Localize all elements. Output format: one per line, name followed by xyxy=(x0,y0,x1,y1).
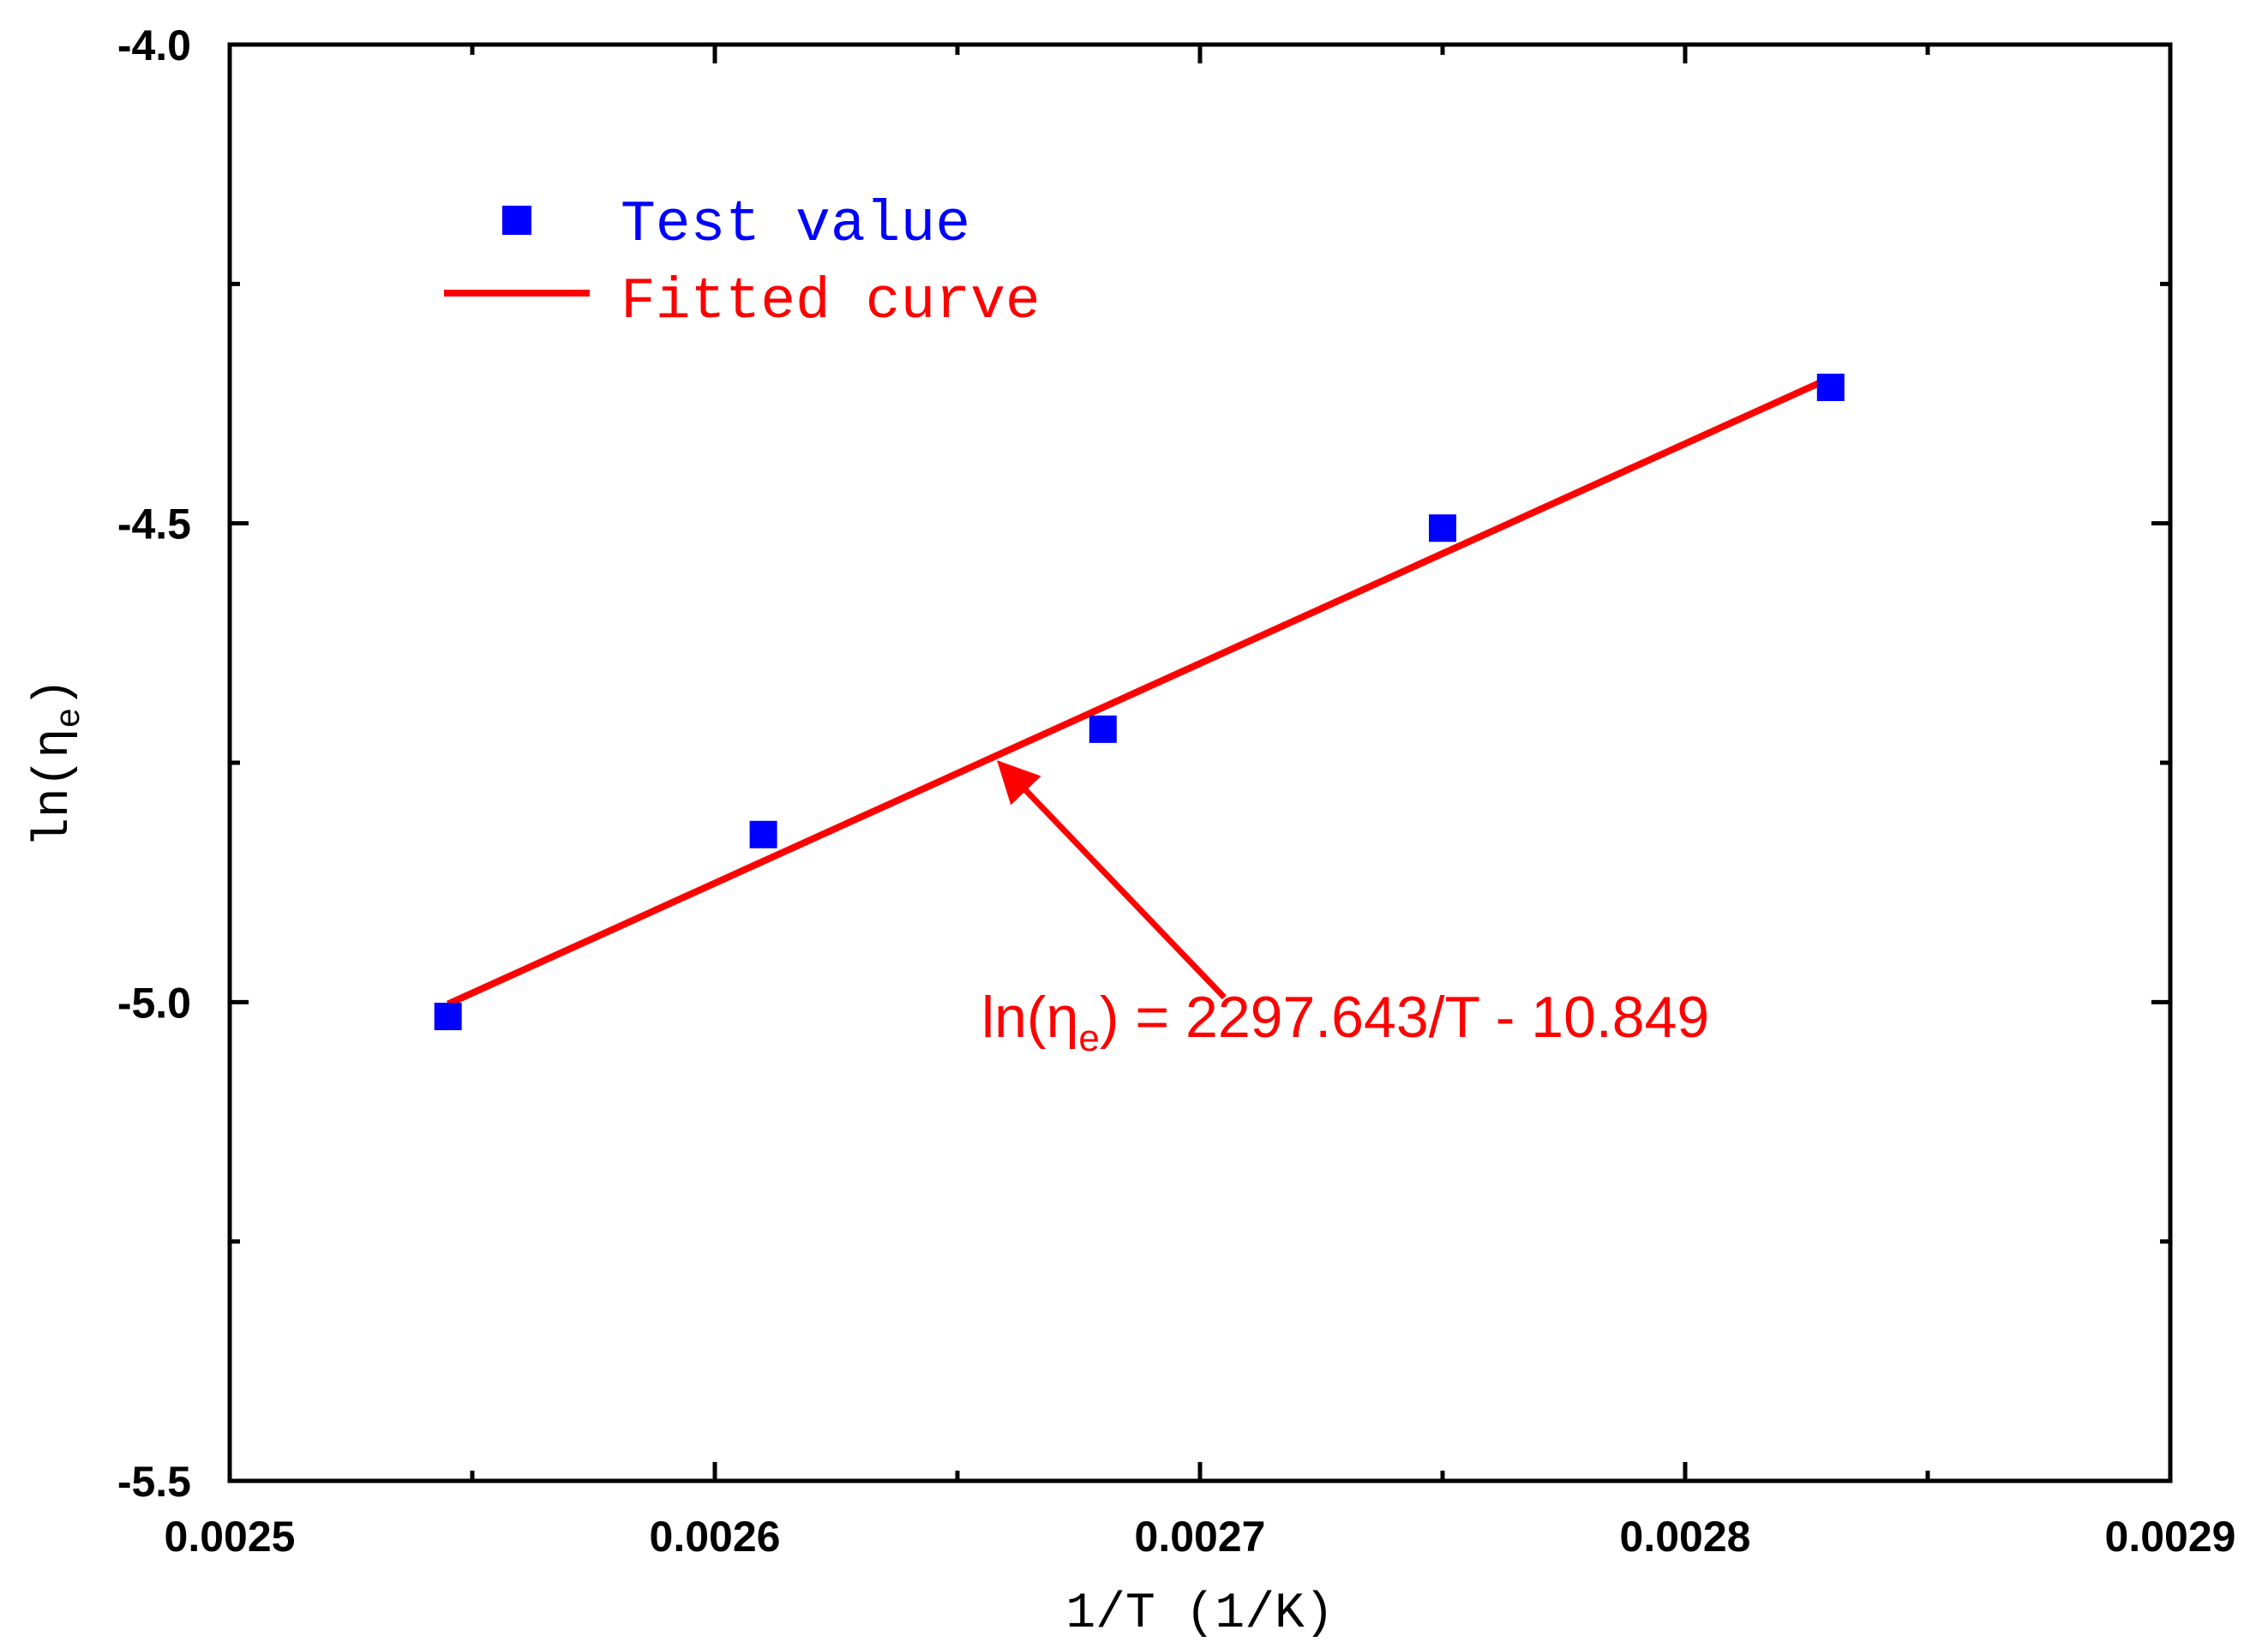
test-value-point xyxy=(749,820,777,848)
test-value-point xyxy=(434,1003,462,1031)
legend-label-test-value: Test value xyxy=(621,192,970,258)
x-tick-label: 0.0028 xyxy=(1620,1513,1751,1561)
annotation-prefix: ln(η xyxy=(981,985,1078,1050)
test-value-point xyxy=(1429,514,1456,542)
annotation-equation: ln(ηe) = 2297.643/T - 10.849 xyxy=(981,985,1709,1059)
y-axis-title-subscript: e xyxy=(51,708,90,728)
x-axis-title: 1/T (1/K) xyxy=(1065,1586,1334,1642)
x-tick-label: 0.0025 xyxy=(165,1513,296,1561)
plot-frame xyxy=(227,42,2173,1483)
axis-ticks xyxy=(227,42,2173,1483)
x-tick-label: 0.0029 xyxy=(2105,1513,2236,1561)
series-layer xyxy=(434,374,1845,1031)
legend-marker-test-value xyxy=(502,206,531,235)
annotation-subscript: e xyxy=(1078,1017,1099,1059)
x-tick-label: 0.0027 xyxy=(1135,1513,1266,1561)
legend: Test value Fitted curve xyxy=(444,192,1041,335)
y-axis-title: ln(ηe) xyxy=(27,678,90,848)
y-tick-label: -4.0 xyxy=(117,21,191,69)
y-axis-title-close: ) xyxy=(27,678,82,708)
test-value-point xyxy=(1816,374,1845,402)
legend-label-fitted-curve: Fitted curve xyxy=(621,269,1041,335)
y-axis-title-main: ln(η xyxy=(27,728,82,848)
test-value-point xyxy=(1089,715,1117,743)
y-tick-label: -5.5 xyxy=(117,1458,191,1506)
y-tick-label: -5.0 xyxy=(117,979,191,1027)
y-tick-label: -4.5 xyxy=(117,500,191,548)
annotation-arrow xyxy=(997,760,1227,1000)
x-tick-label: 0.0026 xyxy=(650,1513,781,1561)
axis-tick-labels: 0.0025 0.0026 0.0027 0.0028 0.0029 -5.5 -5.0 -4… xyxy=(117,21,2236,1561)
annotation-suffix: ) = 2297.643/T - 10.849 xyxy=(1100,985,1709,1050)
fitted-curve-line xyxy=(447,375,1833,1008)
